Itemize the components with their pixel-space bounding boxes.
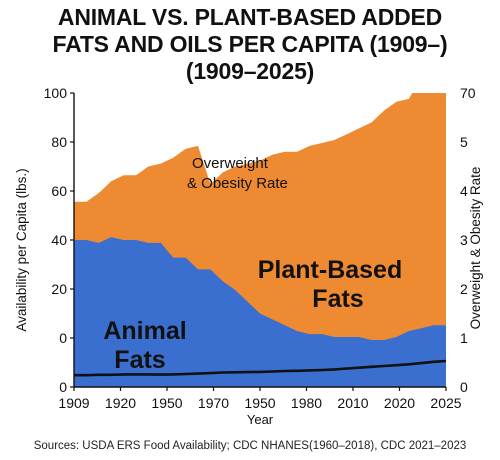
title-line-2: FATS AND OILS PER CAPITA (1909–) (52, 31, 448, 57)
y-tick-label: 60 (51, 183, 67, 199)
y-tick-label: 100 (44, 85, 68, 101)
y-tick-label: 80 (51, 134, 67, 150)
obesity-rate-line (74, 359, 447, 377)
y-tick-label: 40 (51, 232, 67, 248)
plant-fats-label-line-2: Fats (312, 285, 363, 313)
y-tick-label: 20 (51, 281, 67, 297)
chart-title: ANIMAL VS. PLANT-BASED ADDED FATS AND OI… (0, 4, 500, 85)
x-tick-label: 1950 (151, 395, 182, 411)
y2-tick-label: 1 (460, 330, 468, 346)
animal-fats-label-line-1: Animal (103, 317, 186, 345)
x-tick-label: 2010 (337, 395, 368, 411)
y2-tick-label: 5 (460, 134, 468, 150)
y-tick-label: 0 (59, 330, 67, 346)
obesity-label-line-2: & Obesity Rate (187, 175, 288, 192)
y2-tick-label: 2 (460, 281, 468, 297)
y-axis-title: Availability per Capita (lbs.) (14, 168, 29, 331)
x-axis-title: Year (247, 412, 274, 427)
title-line-3: (1909–2025) (185, 58, 315, 84)
y2-tick-label: 70 (460, 85, 476, 101)
obesity-label-line-1: Overweight (192, 155, 269, 172)
title-line-1: ANIMAL VS. PLANT-BASED ADDED (57, 4, 443, 30)
y2-axis-title: Overweight & Obesity Rate (468, 167, 483, 330)
y2-tick-label: 0 (460, 379, 468, 395)
x-tick-label: 1980 (291, 395, 322, 411)
x-tick-label: 1950 (244, 395, 275, 411)
animal-fats-label-line-2: Fats (114, 346, 165, 374)
x-tick-label: 2020 (384, 395, 415, 411)
animal-fats-area (74, 237, 446, 387)
y2-tick-label: 3 (460, 232, 468, 248)
y2-tick-label: 4 (460, 183, 468, 199)
x-tick-label: 2025 (430, 395, 461, 411)
plant-fats-label-line-1: Plant-Based (258, 256, 402, 284)
x-tick-label: 1970 (198, 395, 229, 411)
x-tick-label: 1909 (58, 395, 89, 411)
x-tick-label: 1920 (105, 395, 136, 411)
source-note: Sources: USDA ERS Food Availability; CDC… (33, 440, 467, 452)
y-tick-label: 0 (59, 379, 67, 395)
